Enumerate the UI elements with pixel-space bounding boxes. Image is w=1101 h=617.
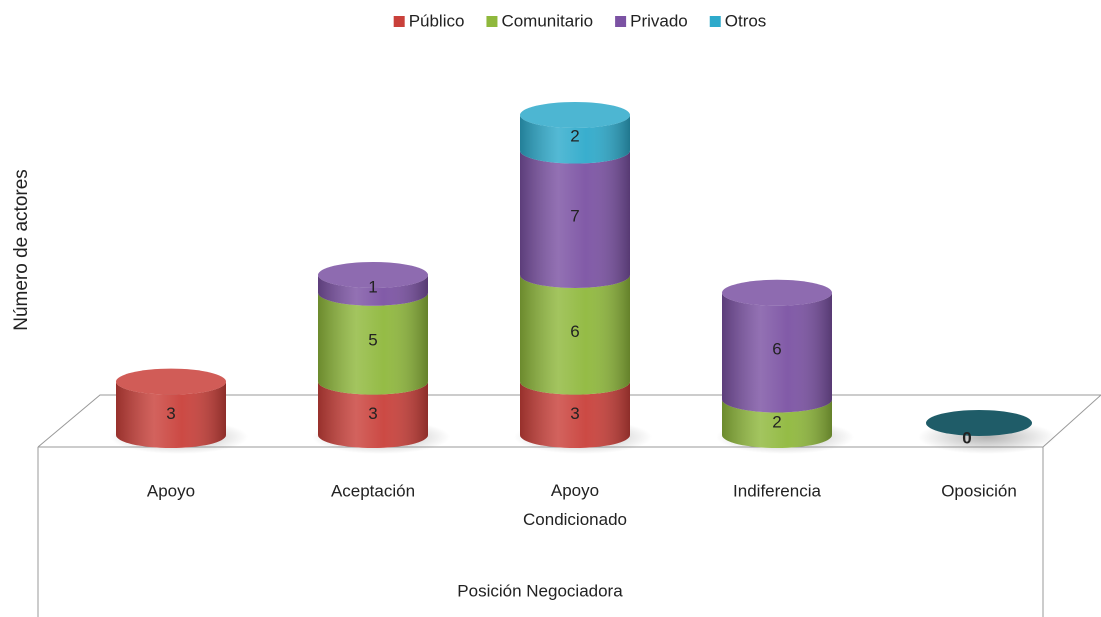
x-tick-label: Apoyo Condicionado <box>523 481 627 529</box>
data-label: 7 <box>570 206 579 225</box>
x-axis-title: Posición Negociadora <box>457 581 623 600</box>
data-label: 2 <box>570 126 579 145</box>
data-label: 6 <box>772 340 781 359</box>
cylinder-top-highlight <box>116 368 226 395</box>
segment-shading <box>722 399 832 448</box>
segment-shading <box>318 275 428 306</box>
data-label: 5 <box>368 331 377 350</box>
empty-cylinder <box>926 410 1032 436</box>
legend-swatch <box>393 16 405 27</box>
x-tick-label: Aceptación <box>331 481 415 500</box>
cylinder-top-highlight <box>318 262 428 288</box>
legend-swatch <box>615 16 627 27</box>
x-tick-label: Indiferencia <box>733 481 821 500</box>
data-label: 0 <box>962 428 971 447</box>
legend-label: Privado <box>630 11 688 30</box>
data-label: 2 <box>772 413 781 432</box>
segment-shading <box>318 381 428 448</box>
cylinder-top <box>318 262 428 288</box>
legend-label: Otros <box>725 11 767 30</box>
cylinder-top <box>520 102 630 128</box>
cylinder-top-highlight <box>722 279 832 306</box>
cylinder-top-highlight <box>520 102 630 128</box>
legend-label: Público <box>409 11 465 30</box>
segment-shading <box>520 115 630 164</box>
segment-shading <box>116 381 226 448</box>
legend-swatch <box>709 16 721 27</box>
cylinder-top <box>116 368 226 395</box>
data-label: 6 <box>570 322 579 341</box>
segment-shading <box>318 292 428 395</box>
legend: Público Comunitario Privado Otros <box>393 11 767 30</box>
legend-swatch <box>486 16 498 27</box>
segment-shading <box>722 292 832 413</box>
segment-shading <box>520 275 630 395</box>
data-label: 3 <box>166 404 175 423</box>
data-label: 3 <box>570 404 579 423</box>
segment-shading <box>520 381 630 448</box>
x-tick-label: Oposición <box>941 481 1017 500</box>
y-axis-title: Número de actores <box>11 169 32 331</box>
data-label: 1 <box>368 277 377 296</box>
segment-shading <box>520 150 630 288</box>
x-tick-label: Apoyo <box>147 481 195 500</box>
data-label: 3 <box>368 404 377 423</box>
legend-label: Comunitario <box>501 11 593 30</box>
cylinder-top <box>722 279 832 306</box>
